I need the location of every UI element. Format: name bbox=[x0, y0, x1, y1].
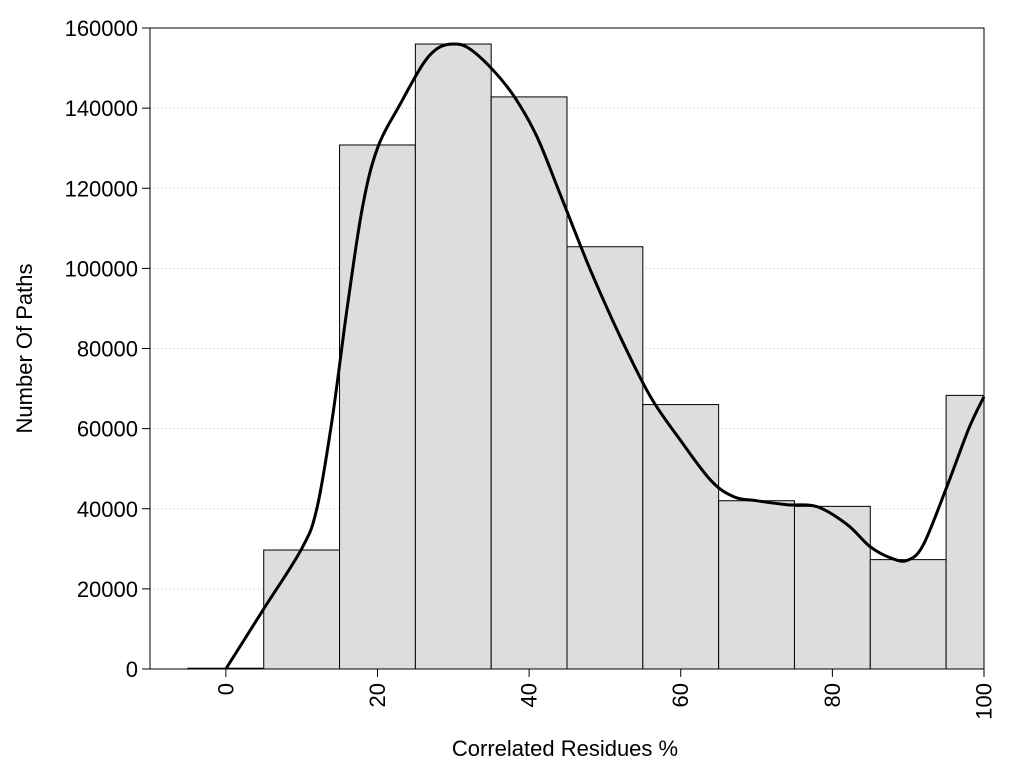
y-tick-label: 20000 bbox=[77, 577, 138, 602]
histogram-bar bbox=[793, 505, 871, 670]
x-tick-label: 40 bbox=[517, 683, 542, 707]
histogram-bar bbox=[490, 96, 568, 670]
x-tick-label: 80 bbox=[820, 683, 845, 707]
y-tick-label: 100000 bbox=[65, 256, 138, 281]
histogram-bars bbox=[187, 43, 985, 670]
x-axis-label: Correlated Residues % bbox=[452, 736, 678, 761]
x-tick-label: 60 bbox=[668, 683, 693, 707]
y-tick-label: 0 bbox=[126, 657, 138, 682]
curve-line bbox=[224, 42, 986, 670]
x-tick-label: 20 bbox=[365, 683, 390, 707]
y-tick-label: 140000 bbox=[65, 96, 138, 121]
x-axis-ticks: 0 20 40 60 80 100 bbox=[213, 669, 997, 720]
y-tick-label: 40000 bbox=[77, 497, 138, 522]
y-tick-label: 160000 bbox=[65, 16, 138, 41]
histogram-bar bbox=[869, 559, 947, 670]
histogram-bar bbox=[339, 144, 416, 670]
histogram-bar bbox=[718, 500, 795, 670]
y-axis-ticks: 0 20000 40000 60000 80000 100000 120000 140000 1… bbox=[65, 16, 150, 682]
y-tick-label: 60000 bbox=[77, 417, 138, 442]
histogram-bar bbox=[642, 404, 720, 670]
y-tick-label: 120000 bbox=[65, 176, 138, 201]
y-axis-label: Number Of Paths bbox=[12, 264, 37, 434]
smoothed-curve bbox=[224, 42, 986, 670]
histogram-bar bbox=[566, 246, 644, 670]
x-tick-label: 100 bbox=[972, 683, 997, 720]
y-tick-label: 80000 bbox=[77, 337, 138, 362]
x-tick-label: 0 bbox=[213, 683, 238, 695]
histogram-bar bbox=[263, 549, 341, 670]
histogram-bar bbox=[414, 43, 492, 670]
